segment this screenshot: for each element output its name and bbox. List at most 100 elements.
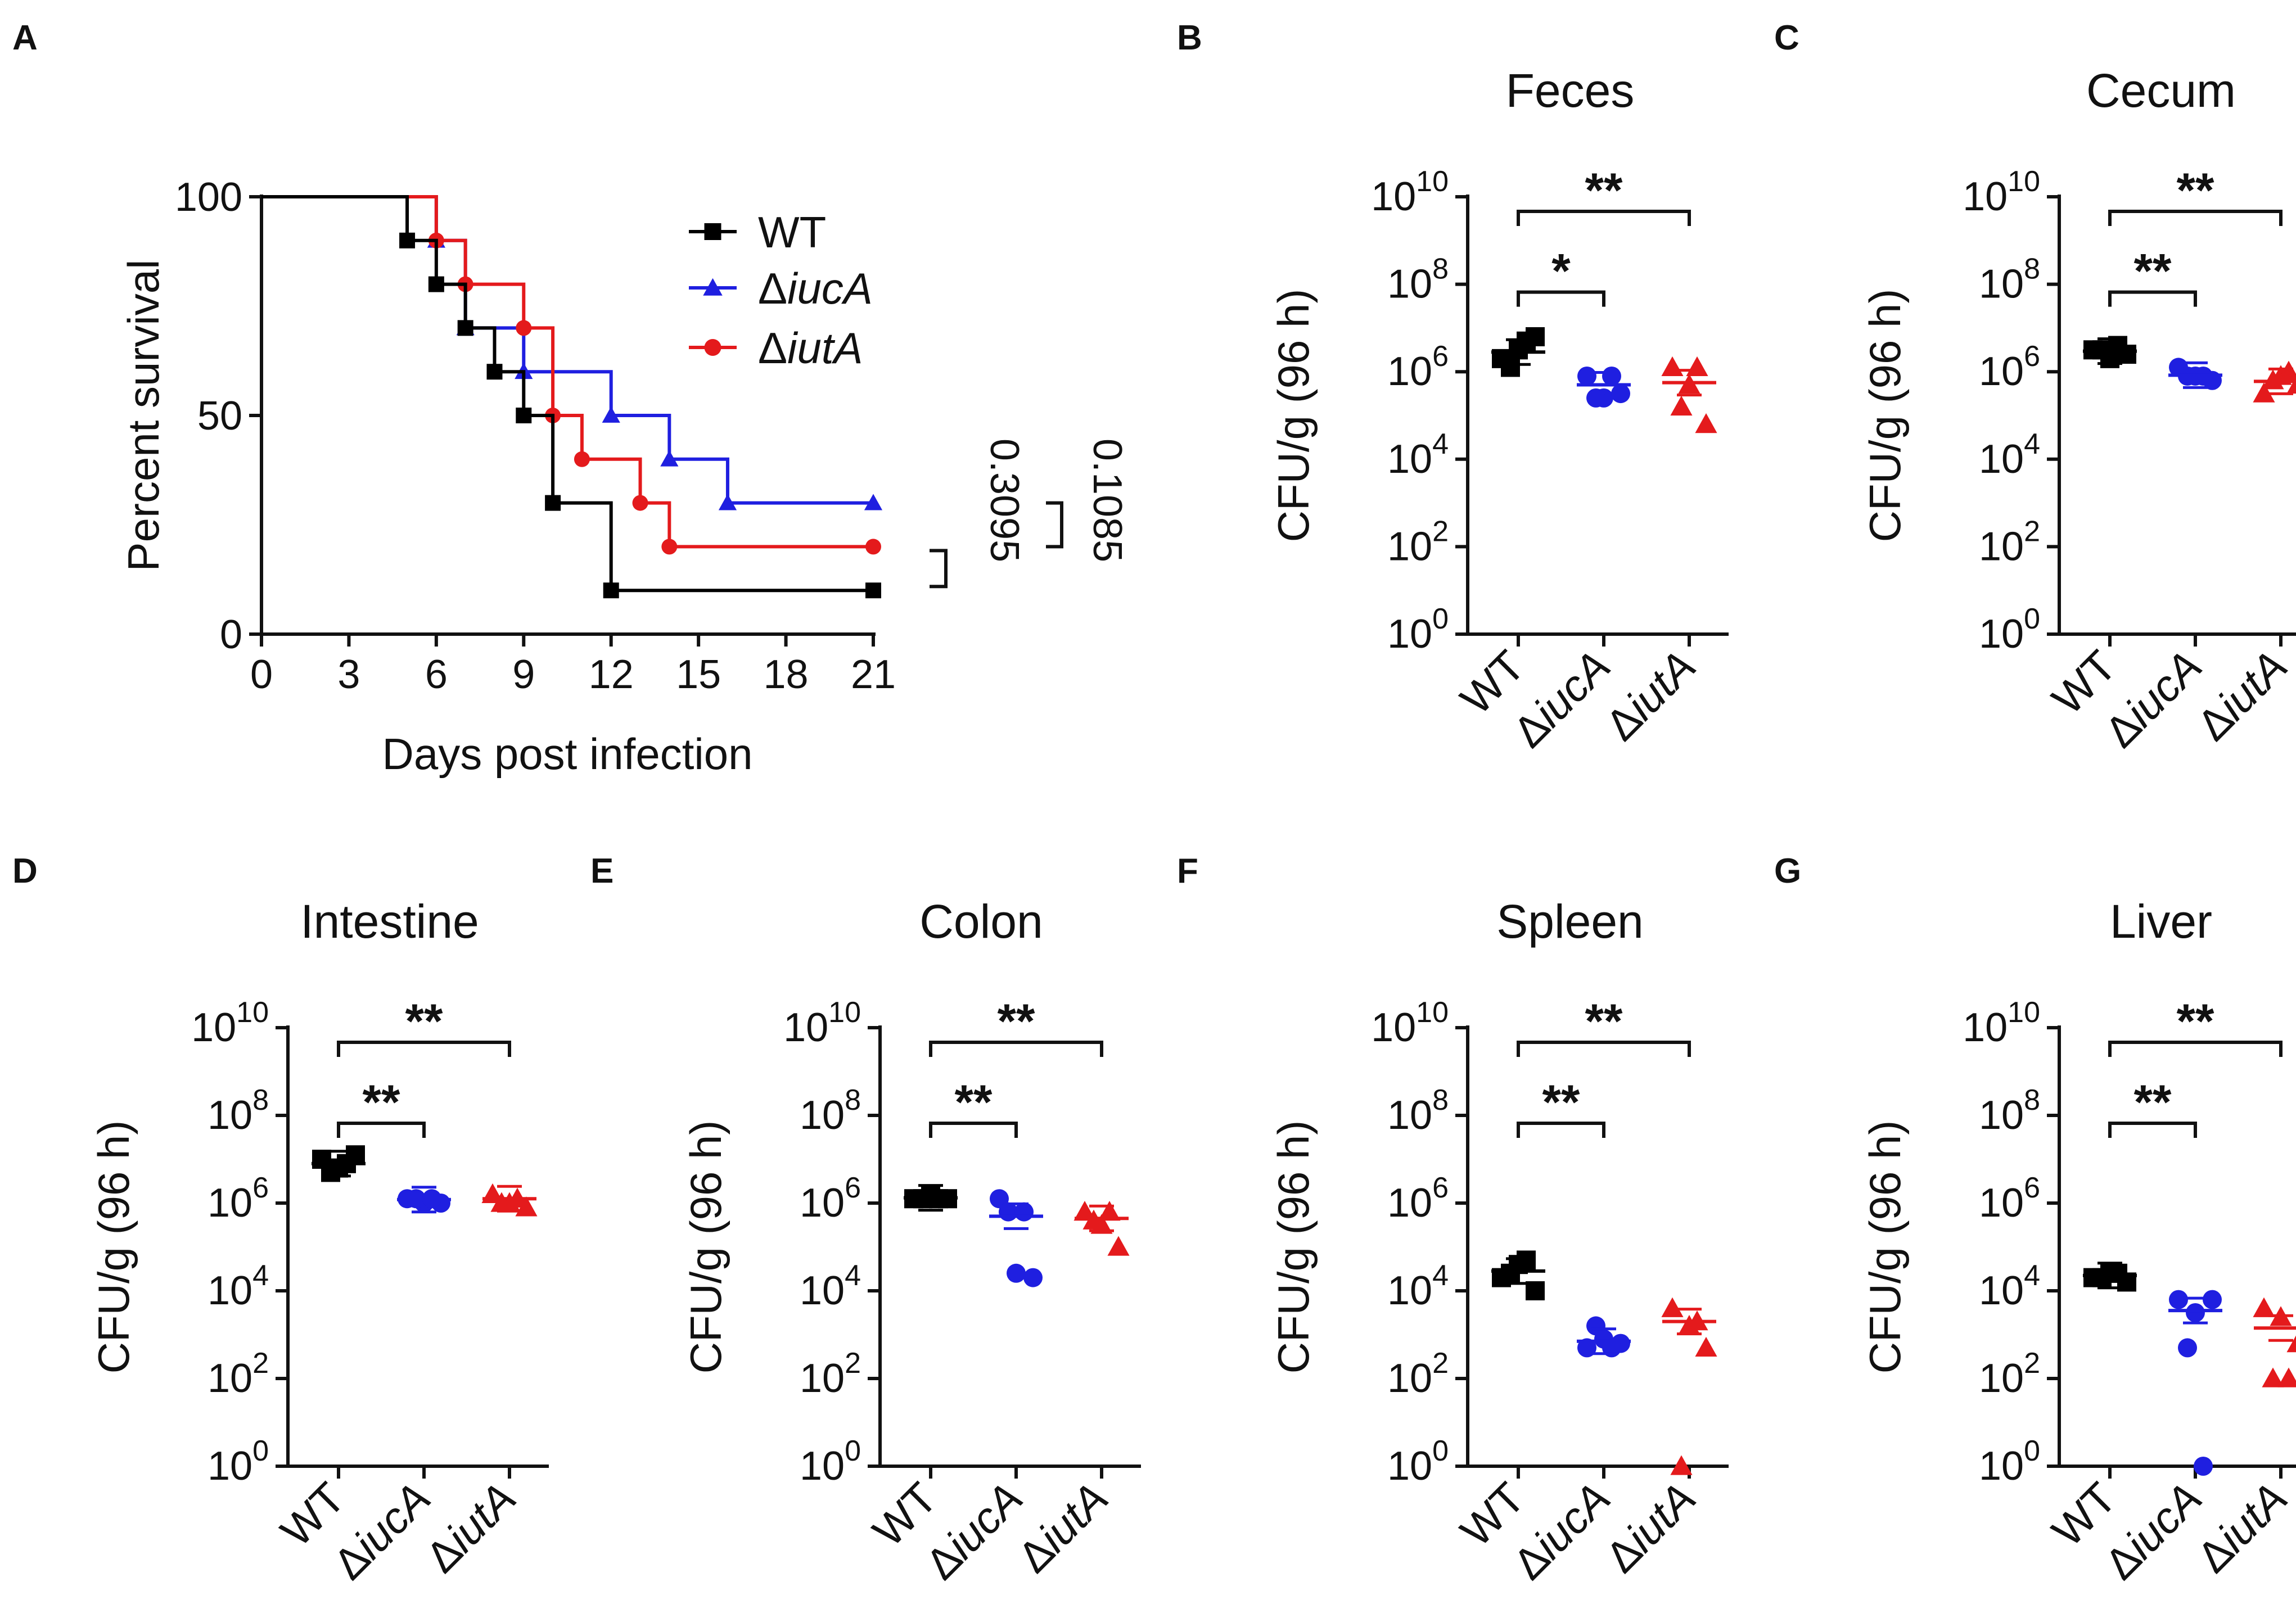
tick-base: 10 [1963,174,2008,219]
data-point-iucA [1611,384,1630,404]
y-axis-label: CFU/g (96 h) [1860,1120,1910,1374]
strain-name: WT [758,207,826,257]
tick-exponent: 4 [252,1259,269,1292]
tick-exponent: 10 [2008,996,2040,1029]
panel-title: Colon [919,895,1043,948]
tick-base: 10 [1387,262,1432,307]
tick-base: 10 [1979,437,2024,482]
y-tick-label: 108 [1979,253,2040,307]
legend-marker-WT [704,223,721,240]
tick-base: 10 [800,1093,845,1138]
data-point-iutA [2262,369,2284,390]
tick-exponent: 2 [2024,1347,2040,1380]
data-point-iucA [718,494,737,510]
significance-label: ** [2177,995,2214,1048]
data-point-iucA [1007,1263,1026,1283]
panel-letter: D [12,852,38,891]
tick-exponent: 0 [252,1435,269,1467]
data-point-WT [428,276,444,292]
y-tick-label: 1010 [191,996,269,1050]
data-point-iutA [1686,356,1708,377]
data-point-iutA [2286,1335,2296,1353]
tick-base: 10 [1979,1444,2024,1489]
legend-marker-iutA [704,339,721,356]
data-point-iucA [864,494,883,510]
y-tick-label: 108 [1387,1084,1449,1138]
data-point-WT [545,495,561,511]
y-tick-label: 1010 [783,996,861,1050]
x-tick-label: 18 [764,652,809,697]
data-point-iutA [1661,1297,1684,1317]
tick-exponent: 0 [1432,1435,1449,1467]
significance-label: ** [955,1075,993,1129]
panel-a: A 0 50 100 0 3 6 9 12 15 18 21 Days post infection Pe… [12,19,1130,779]
panel-letter: A [12,19,38,57]
tick-exponent: 2 [252,1347,269,1380]
tick-exponent: 8 [252,1084,269,1117]
tick-exponent: 4 [2024,1259,2040,1292]
y-tick-label: 108 [1387,253,1449,307]
tick-exponent: 4 [1432,428,1449,460]
y-tick-label: 104 [1979,1259,2040,1313]
tick-base: 10 [191,1005,236,1050]
tick-exponent: 8 [2024,1084,2040,1117]
significance-bracket [2108,1041,2283,1057]
tick-exponent: 6 [1432,1172,1449,1204]
data-point-WT [1501,358,1520,377]
tick-base: 10 [1979,262,2024,307]
y-axis-label: CFU/g (96 h) [89,1120,138,1374]
data-point-iutA [516,320,532,336]
data-point-iutA [1695,413,1717,433]
tick-exponent: 6 [1432,340,1449,373]
strain-name: iutA [787,323,863,373]
x-tick-label: 15 [676,652,721,697]
tick-exponent: 10 [1416,996,1449,1029]
tick-exponent: 6 [2024,1172,2040,1204]
legend-entry-iucA: ΔiucA [758,264,873,313]
tick-exponent: 8 [845,1084,861,1117]
significance-label: ** [2134,245,2172,299]
tick-exponent: 8 [1432,1084,1449,1117]
data-point-iutA [2253,382,2275,403]
tick-base: 10 [800,1444,845,1489]
tick-base: 10 [208,1356,252,1401]
x-tick-label: 9 [512,652,535,697]
data-point-iucA [1577,366,1596,386]
data-point-iutA [2262,1367,2284,1387]
series-line-iutA [261,195,873,549]
panel-title: Spleen [1496,895,1644,948]
data-point-iutA [1695,1336,1717,1357]
tick-base: 10 [1979,349,2024,394]
data-point-iutA [1107,1236,1130,1256]
y-tick-label: 100 [1387,603,1449,657]
tick-exponent: 0 [845,1435,861,1467]
tick-exponent: 2 [1432,1347,1449,1380]
y-axis-label: CFU/g (96 h) [1269,1120,1318,1374]
y-tick-label: 102 [1387,515,1449,569]
legend-marker-iucA [703,278,723,296]
y-tick-label: 104 [208,1259,269,1313]
pvalue-label: 0.3095 [982,439,1027,562]
x-category-label: ΔiucA [324,1473,440,1589]
significance-bracket [1517,1122,1605,1138]
y-tick-label: 1010 [1371,165,1449,219]
data-point-iucA [2178,1338,2197,1358]
significance-bracket [929,1122,1018,1138]
data-point-iutA [574,451,590,467]
data-point-WT [2108,1263,2127,1283]
y-tick-label: 100 [1979,603,2040,657]
data-point-WT [399,232,416,248]
significance-bracket [1517,210,1691,226]
tick-exponent: 10 [1416,165,1449,198]
y-tick-label: 100 [1979,1435,2040,1489]
x-tick-label: 12 [589,652,634,697]
x-tick-label: 21 [851,652,896,697]
data-point-iucA [2203,1290,2222,1309]
data-point-WT [457,320,473,336]
x-tick-label: 3 [337,652,360,697]
y-tick-label: 104 [800,1259,861,1313]
data-point-iutA [2277,360,2296,381]
tick-exponent: 4 [845,1259,861,1292]
